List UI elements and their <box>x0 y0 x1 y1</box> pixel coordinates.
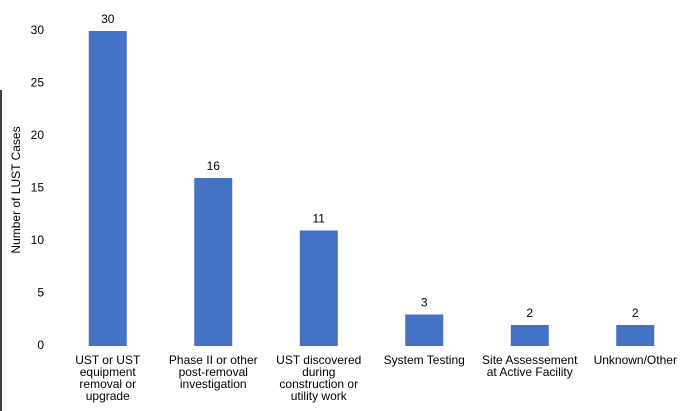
x-tick-label: UST discovered during construction or ut… <box>276 354 362 403</box>
y-tick-label: 15 <box>31 181 45 195</box>
x-tick-label-box: Phase II or other post-removal investiga… <box>168 354 258 391</box>
x-tick-label: Phase II or other post-removal investiga… <box>168 354 258 391</box>
y-tick-label: 20 <box>31 128 45 142</box>
bar <box>405 314 444 346</box>
y-tick-label: 30 <box>31 23 45 37</box>
y-axis-title: Number of LUST Cases <box>9 126 23 253</box>
x-tick-label: UST or UST equipment removal or upgrade <box>75 354 141 403</box>
y-tick-label: 5 <box>37 286 44 300</box>
value-label: 11 <box>313 212 326 226</box>
x-tick-label: System Testing <box>383 354 465 367</box>
bar <box>510 325 549 346</box>
x-tick-label-box: Site Assessement at Active Facility <box>482 354 578 379</box>
y-tick-label: 0 <box>37 338 44 352</box>
x-tick-label-box: Unknown/Other <box>593 354 677 367</box>
bar <box>88 31 127 346</box>
y-tick-label: 25 <box>31 76 45 90</box>
x-tick-label: Site Assessement at Active Facility <box>482 354 578 379</box>
value-label: 2 <box>526 306 533 320</box>
bar <box>616 325 655 346</box>
x-tick-label-box: UST or UST equipment removal or upgrade <box>75 354 141 403</box>
bar <box>194 178 233 346</box>
bar <box>299 230 338 346</box>
value-label: 16 <box>207 159 221 173</box>
value-label: 30 <box>101 12 115 26</box>
value-label: 3 <box>421 296 428 310</box>
x-tick-label-box: System Testing <box>383 354 465 367</box>
x-tick-label: Unknown/Other <box>593 354 677 367</box>
y-tick-label: 10 <box>31 233 45 247</box>
value-label: 2 <box>632 306 639 320</box>
x-tick-label-box: UST discovered during construction or ut… <box>276 354 362 403</box>
